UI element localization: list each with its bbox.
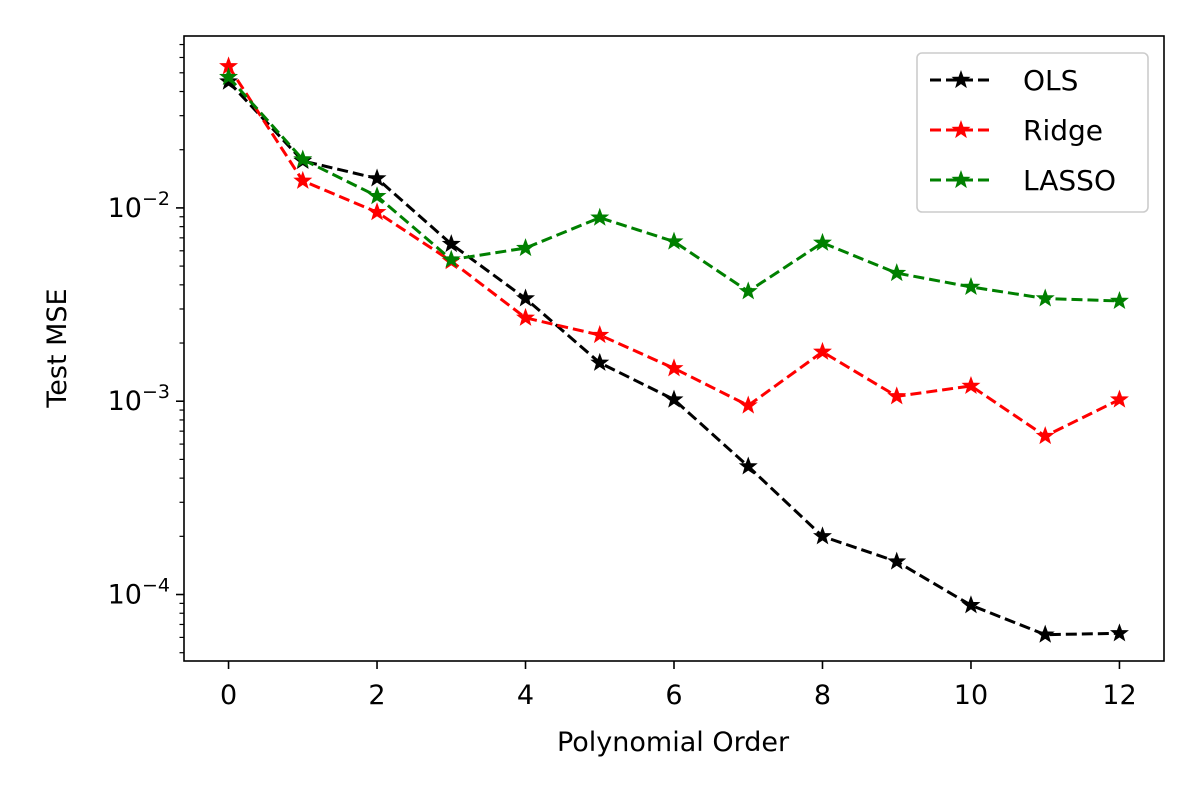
legend-label: LASSO: [1023, 164, 1116, 197]
legend-label: Ridge: [1023, 114, 1103, 147]
data-point-lasso: [887, 263, 907, 282]
data-point-ridge: [887, 386, 907, 405]
legend-box: [916, 52, 1149, 213]
data-point-ridge: [590, 325, 610, 344]
y-tick-label: 10−2: [108, 188, 170, 224]
data-point-ols: [367, 168, 387, 187]
data-point-ridge: [1109, 389, 1129, 408]
legend-item-lasso: LASSO: [930, 164, 1116, 197]
data-point-lasso: [367, 186, 387, 205]
data-point-ridge: [367, 202, 387, 221]
data-point-ridge: [516, 307, 535, 326]
data-point-ridge: [664, 358, 684, 377]
legend: OLS Ridge LASSO: [916, 52, 1149, 213]
data-point-lasso: [1109, 291, 1129, 310]
axes: 0 2 4 6 8 10 12 10−4 10−3 10−2: [108, 35, 1165, 711]
data-point-ols: [1035, 624, 1055, 643]
data-point-ridge: [961, 375, 981, 394]
data-point-ridge: [738, 395, 758, 414]
y-axis-title: Test MSE: [42, 288, 73, 408]
data-point-ridge: [813, 341, 832, 360]
data-point-lasso: [516, 238, 535, 257]
x-axis-title: Polynomial Order: [557, 727, 790, 758]
data-point-ols: [813, 526, 832, 545]
series-lasso: [219, 67, 1129, 310]
x-tick-label: 10: [954, 680, 988, 711]
data-point-lasso: [1035, 288, 1055, 307]
legend-marker: [951, 120, 971, 139]
legend-item-ols: OLS: [930, 64, 1078, 97]
data-point-lasso: [961, 276, 981, 296]
data-point-ols: [1109, 623, 1129, 642]
data-point-lasso: [219, 67, 239, 86]
plot-marks: [219, 56, 1129, 643]
y-tick-label: 10−3: [108, 381, 170, 417]
x-tick-label: 2: [368, 680, 385, 711]
legend-marker: [951, 170, 971, 189]
x-tick-label: 0: [220, 680, 237, 711]
data-point-lasso: [293, 149, 313, 168]
x-tick-label: 6: [665, 680, 682, 711]
legend-item-ridge: Ridge: [930, 114, 1103, 147]
y-tick-label: 10−4: [108, 575, 170, 611]
x-tick-label: 4: [517, 680, 534, 711]
data-point-ols: [516, 288, 535, 307]
data-point-lasso: [441, 249, 461, 268]
x-tick-label: 12: [1102, 680, 1136, 711]
data-point-lasso: [590, 207, 610, 226]
data-point-lasso: [738, 281, 758, 300]
data-point-ols: [887, 551, 907, 570]
data-point-lasso: [813, 232, 832, 251]
data-point-ridge: [1035, 426, 1055, 445]
legend-marker: [951, 70, 971, 89]
x-tick-label: 8: [814, 680, 831, 711]
data-point-ols: [961, 595, 981, 614]
legend-label: OLS: [1023, 64, 1078, 97]
data-point-ols: [738, 456, 758, 475]
data-point-ridge: [293, 170, 313, 189]
data-point-lasso: [664, 231, 684, 250]
data-point-ols: [441, 234, 461, 253]
data-point-ols: [664, 389, 684, 408]
data-point-ols: [590, 352, 610, 371]
